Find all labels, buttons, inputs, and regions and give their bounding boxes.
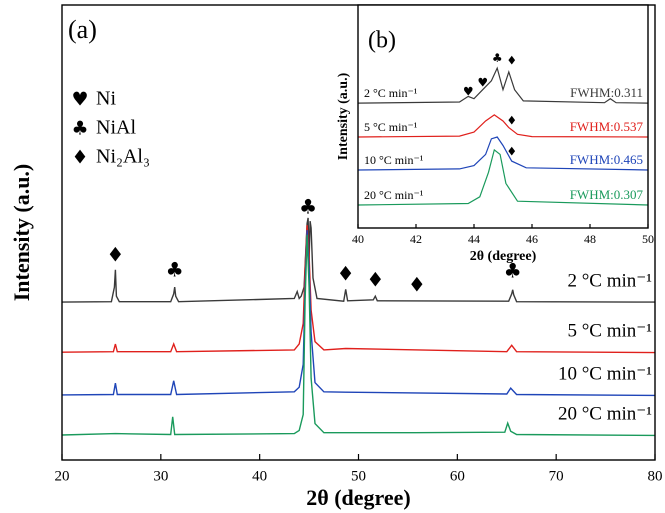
series-label: 20 °C min⁻¹ [364, 188, 424, 202]
series-label: 2 °C min⁻¹ [567, 270, 652, 291]
peak-marker: ♣ [492, 51, 503, 65]
peak-marker: ♦ [506, 53, 517, 67]
peak-marker: ♦ [337, 261, 355, 285]
x-tick-label: 80 [648, 468, 663, 484]
pattern-line [357, 66, 649, 104]
x-tick-label: 70 [549, 468, 564, 484]
peak-marker: ♣ [504, 259, 522, 283]
peak-marker: ♥ [463, 84, 474, 98]
x-axis-label: 2θ (degree) [470, 249, 537, 264]
series-label: 10 °C min⁻¹ [364, 153, 424, 167]
x-tick-label: 42 [410, 232, 422, 246]
x-tick-label: 46 [526, 232, 538, 246]
x-tick-label: 48 [584, 232, 596, 246]
x-tick-label: 50 [642, 232, 654, 246]
legend-label: NiAl [96, 117, 136, 139]
inset-background [358, 5, 648, 228]
x-tick-label: 44 [468, 232, 480, 246]
x-tick-label: 30 [153, 468, 168, 484]
legend-label: Ni [96, 88, 116, 110]
peak-marker: ♣ [166, 258, 184, 282]
pattern-line [61, 234, 656, 437]
pattern-line [357, 114, 649, 138]
peak-marker: ♥ [477, 76, 488, 90]
x-axis-label: 2θ (degree) [306, 485, 411, 510]
peak-marker: ♦ [506, 145, 517, 159]
y-axis-label: Intensity (a.u.) [336, 72, 351, 160]
series-label: 5 °C min⁻¹ [364, 120, 418, 134]
panel-title: (a) [68, 15, 97, 44]
x-tick-label: 40 [352, 232, 364, 246]
legend-label: Ni₂Al₃ [96, 146, 150, 168]
fwhm-label: FWHM:0.537 [570, 119, 644, 134]
x-tick-label: 20 [55, 468, 70, 484]
pattern-line [357, 136, 649, 171]
x-tick-label: 60 [450, 468, 465, 484]
series-label: 20 °C min⁻¹ [558, 403, 652, 424]
series-label: 5 °C min⁻¹ [567, 321, 652, 342]
pattern-line [61, 217, 656, 303]
peak-marker: ♣ [299, 194, 317, 218]
peak-marker: ♦ [408, 273, 426, 297]
peak-marker: ♦ [506, 113, 517, 127]
legend-symbol: ♥ [71, 89, 88, 111]
pattern-line [357, 148, 649, 206]
x-tick-label: 40 [252, 468, 267, 484]
peak-marker: ♦ [106, 243, 124, 267]
panel-title: (b) [368, 28, 396, 54]
series-label: 10 °C min⁻¹ [558, 363, 652, 384]
fwhm-label: FWHM:0.311 [570, 85, 643, 100]
legend-symbol: ♦ [71, 147, 88, 169]
series-label: 2 °C min⁻¹ [364, 86, 418, 100]
plot-frame [357, 4, 649, 229]
x-tick-label: 50 [351, 468, 366, 484]
y-axis-label: Intensity (a.u.) [9, 164, 34, 302]
fwhm-label: FWHM:0.307 [570, 187, 644, 202]
fwhm-label: FWHM:0.465 [570, 152, 643, 167]
legend-symbol: ♣ [71, 118, 88, 140]
peak-marker: ♦ [366, 268, 384, 292]
